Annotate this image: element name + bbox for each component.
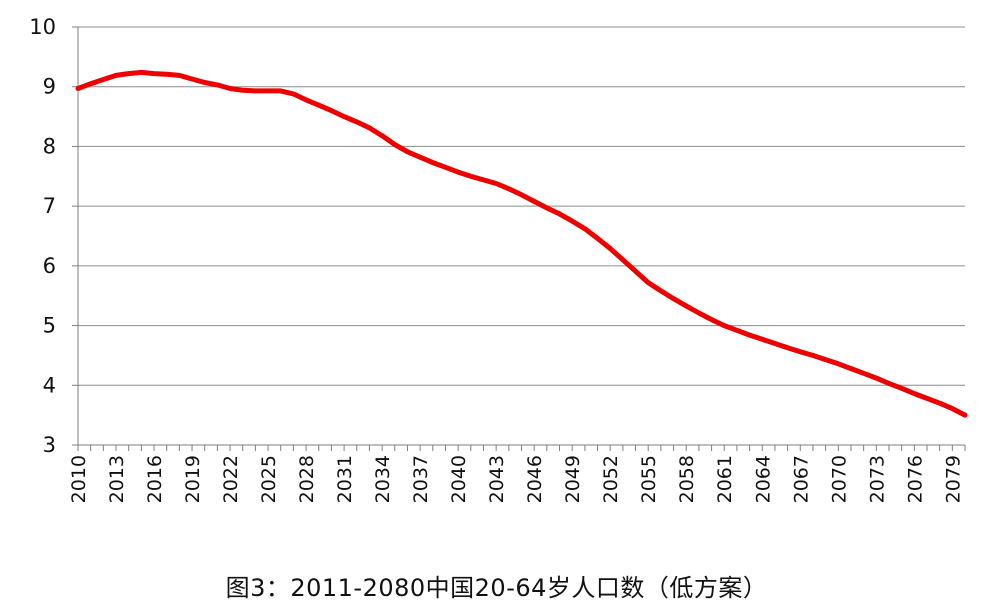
x-tick-label: 2067 [790, 455, 812, 503]
x-tick-label: 2073 [866, 455, 888, 503]
x-tick-label: 2049 [562, 455, 584, 503]
axes [72, 26, 966, 451]
y-tick-label: 9 [43, 75, 56, 99]
x-tick-label: 2076 [904, 455, 926, 503]
gridlines [78, 26, 965, 386]
x-tick-label: 2079 [942, 455, 964, 503]
x-tick-label: 2019 [182, 455, 204, 503]
y-tick-label: 3 [43, 433, 56, 457]
figure-caption: 图3：2011-2080中国20-64岁人口数（低方案） [225, 574, 768, 602]
y-tick-label: 8 [43, 134, 56, 158]
series-line-0 [75, 69, 968, 418]
x-tick-label: 2037 [410, 455, 432, 503]
series-layer [75, 69, 968, 418]
x-tick-label: 2061 [714, 455, 736, 503]
x-tick-label: 2010 [68, 455, 90, 503]
x-tick-label: 2013 [106, 455, 128, 503]
y-tick-label: 6 [43, 254, 56, 278]
x-tick-label: 2016 [144, 455, 166, 503]
x-tick-label: 2034 [372, 455, 394, 503]
x-tick-label: 2022 [220, 455, 242, 503]
y-tick-label: 7 [43, 194, 56, 218]
x-tick-label: 2070 [828, 455, 850, 503]
y-tick-label: 4 [43, 373, 56, 397]
y-tick-labels: 3 4 5 6 7 8 9 10 [29, 15, 56, 457]
x-tick-label: 2043 [486, 455, 508, 503]
y-tick-label: 10 [29, 15, 56, 39]
chart-area: 3 4 5 6 7 8 9 10 2010 2013 2016 2019 2022 2025 2028 20… [29, 15, 968, 503]
x-tick-label: 2025 [258, 455, 280, 503]
x-tick-label: 2040 [448, 455, 470, 503]
x-tick-label: 2052 [600, 455, 622, 503]
x-tick-label: 2028 [296, 455, 318, 503]
x-tick-labels: 2010 2013 2016 2019 2022 2025 2028 2031 2034 2037… [68, 455, 964, 503]
y-tick-label: 5 [43, 314, 56, 338]
x-tick-label: 2031 [334, 455, 356, 503]
x-tick-label: 2055 [638, 455, 660, 503]
x-tick-label: 2058 [676, 455, 698, 503]
x-tick-label: 2064 [752, 455, 774, 503]
x-tick-label: 2046 [524, 455, 546, 503]
